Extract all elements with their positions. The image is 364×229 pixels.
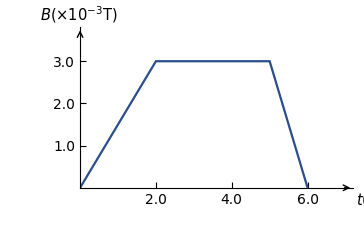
Text: $t$(ms): $t$(ms) xyxy=(356,191,364,209)
Text: $B(\times10^{-3}$T): $B(\times10^{-3}$T) xyxy=(40,5,118,25)
